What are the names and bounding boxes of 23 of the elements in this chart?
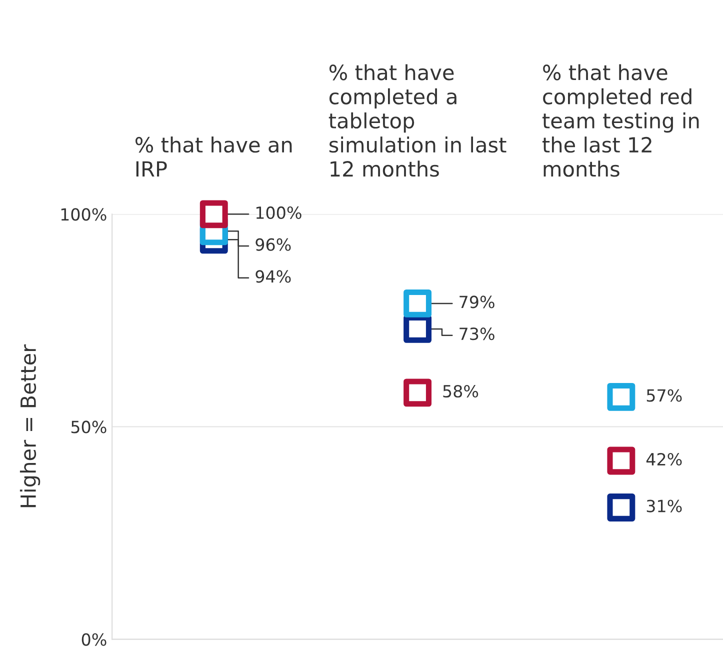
- x-tick-label: % that have completed a tabletop simulation in last 12 months: [328, 64, 506, 177]
- point: [607, 494, 636, 522]
- data-label: 94%: [256, 270, 291, 283]
- point: [200, 200, 228, 228]
- point: [607, 446, 636, 475]
- point: [607, 382, 636, 411]
- data-label: 58%: [443, 384, 478, 398]
- x-tick-label: % that have completed red team testing in the last 12 months: [542, 64, 699, 177]
- x-tick-label: % that have an IRP: [136, 136, 292, 177]
- data-label: 96%: [256, 238, 291, 251]
- data-label: 57%: [646, 389, 682, 402]
- point: [404, 314, 432, 343]
- data-label: 79%: [460, 296, 494, 308]
- y-tick-label: 100%: [61, 208, 106, 221]
- data-label: 100%: [256, 206, 302, 220]
- y-tick-label: 0%: [82, 633, 106, 646]
- point: [404, 378, 432, 407]
- data-label: 73%: [460, 328, 494, 340]
- point: [404, 289, 432, 318]
- data-label: 42%: [646, 452, 682, 466]
- y-tick-label: 50%: [71, 420, 106, 434]
- y-axis-title: Higher = Better: [20, 344, 40, 508]
- data-label: 31%: [646, 500, 682, 512]
